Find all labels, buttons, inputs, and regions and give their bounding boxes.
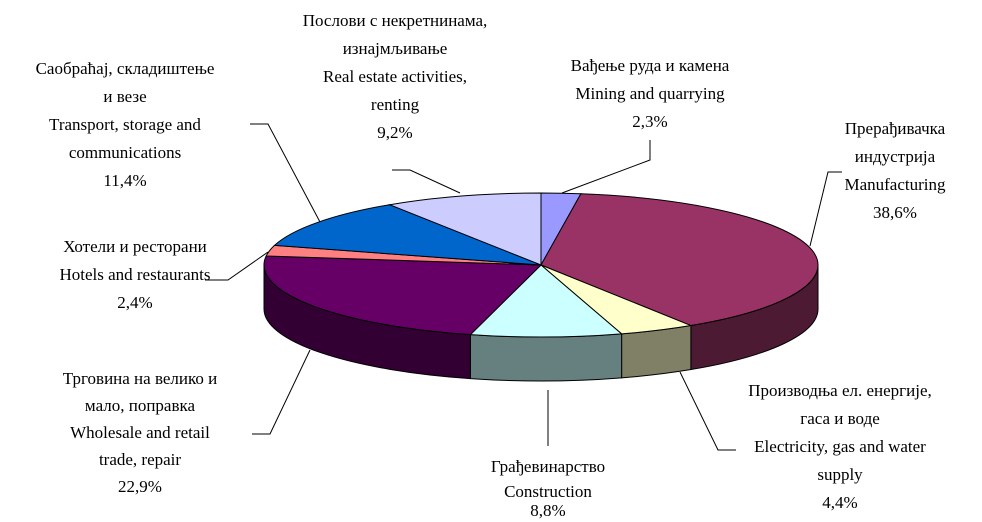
value-label: 11,4% <box>103 171 146 190</box>
slice-label: communications <box>69 143 181 162</box>
slice-label: Electricity, gas and water <box>754 437 926 456</box>
slice-label: Transport, storage and <box>49 115 201 134</box>
slice-label: Производња ел. енергије, <box>748 381 932 400</box>
slice-label: индустрија <box>855 147 936 166</box>
leader-line <box>679 371 736 451</box>
slice <box>263 255 543 336</box>
slice-label: Вађење руда и камена <box>571 56 730 75</box>
leader-line <box>809 171 842 247</box>
slice-label: Manufacturing <box>844 175 946 194</box>
leader-line <box>561 140 651 194</box>
value-label: 8,8% <box>530 501 565 520</box>
leader-line <box>252 349 311 435</box>
value-label: 2,3% <box>632 112 667 131</box>
slice-label: Саобраћај, складиштење <box>36 59 215 78</box>
leader-line <box>205 251 269 281</box>
slice-label: Послови с некретнинама, <box>303 11 488 30</box>
slice-label: мало, поправка <box>85 396 196 415</box>
slice-label: и везе <box>103 87 146 106</box>
slice-label: Прерађивачка <box>845 119 946 138</box>
leader-line <box>392 169 461 194</box>
slice-label: Mining and quarrying <box>575 84 725 103</box>
slice-label: Construction <box>504 482 592 501</box>
leader-line <box>250 123 321 223</box>
slice <box>469 264 623 338</box>
slice-label: renting <box>371 95 420 114</box>
slice-label: Грађевинарство <box>491 457 605 476</box>
value-label: 38,6% <box>873 203 917 222</box>
value-label: 4,4% <box>822 493 857 512</box>
slice-label: supply <box>817 465 863 484</box>
slice-label: trade, repair <box>99 450 181 469</box>
value-label: 22,9% <box>118 477 162 496</box>
slice-label: изнајмљивање <box>343 39 448 58</box>
slice <box>273 204 542 266</box>
value-label: 9,2% <box>377 123 412 142</box>
slice-label: Real estate activities, <box>323 67 467 86</box>
slice-label: Трговина на велико и <box>63 369 218 388</box>
slice-label: Wholesale and retail <box>70 423 210 442</box>
slice-label: гаса и воде <box>800 409 880 428</box>
slice <box>387 192 542 266</box>
slice-label: Хотели и ресторани <box>63 237 207 256</box>
value-label: 2,4% <box>117 293 152 312</box>
slice-label: Hotels and restaurants <box>59 265 210 284</box>
slice-side <box>469 333 623 382</box>
